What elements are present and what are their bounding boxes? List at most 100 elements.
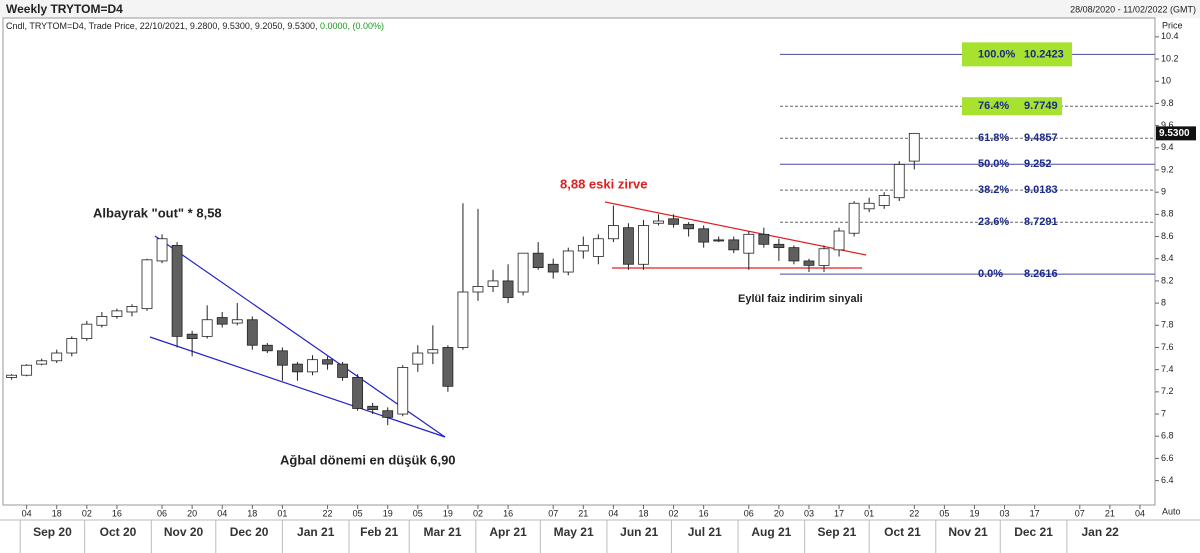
candle-body xyxy=(818,248,830,266)
fib-value: 9.4857 xyxy=(1024,132,1058,144)
candle-body xyxy=(96,316,108,326)
trendline xyxy=(604,201,867,256)
month-label: May 21 xyxy=(554,525,594,539)
candle-body xyxy=(592,238,604,257)
candle-body xyxy=(878,195,890,206)
candle-body xyxy=(502,280,514,298)
candle-body xyxy=(81,323,93,339)
candle-body xyxy=(231,319,243,324)
fib-percent: 100.0% xyxy=(978,48,1016,60)
month-label: Jun 21 xyxy=(620,525,658,539)
x-tick-label: 05 xyxy=(939,508,949,518)
x-tick-label: 19 xyxy=(383,508,393,518)
month-label: Jul 21 xyxy=(688,525,722,539)
month-label: Nov 20 xyxy=(164,525,204,539)
fib-value: 9.0183 xyxy=(1024,184,1058,196)
scale-mode: Auto xyxy=(1162,506,1181,516)
candle-body xyxy=(788,247,800,262)
y-tick-label: 9.6 xyxy=(1161,120,1174,130)
candle-body xyxy=(908,132,920,162)
y-tick-label: 9.4 xyxy=(1161,142,1174,152)
candle-body xyxy=(653,220,664,224)
x-tick-label: 16 xyxy=(699,508,709,518)
last-price-tag xyxy=(1156,126,1196,141)
month-label: Sep 20 xyxy=(33,525,72,539)
y-tick-label: 7 xyxy=(1161,408,1166,418)
candle-body xyxy=(638,225,649,265)
candle-body xyxy=(607,225,619,240)
x-tick-label: 16 xyxy=(503,508,513,518)
x-tick-label: 06 xyxy=(744,508,754,518)
fib-value: 9.252 xyxy=(1024,158,1052,170)
annotation: Albayrak "out" * 8,58 xyxy=(93,205,222,220)
fib-highlight xyxy=(962,97,1062,116)
x-tick-label: 01 xyxy=(864,508,874,518)
candle-body xyxy=(547,263,559,273)
plot-frame xyxy=(2,17,1156,506)
month-label: Nov 21 xyxy=(948,525,988,539)
candle-body xyxy=(743,233,755,254)
candle-body xyxy=(292,363,303,373)
y-tick-label: 10.4 xyxy=(1161,31,1179,41)
candle-body xyxy=(367,405,379,410)
month-label: Dec 21 xyxy=(1014,525,1053,539)
trendlines xyxy=(149,201,867,438)
x-tick-label: 03 xyxy=(804,508,814,518)
y-tick-label: 8.6 xyxy=(1161,231,1174,241)
candle-body xyxy=(442,347,454,387)
fib-highlight xyxy=(962,42,1072,67)
x-tick-label: 02 xyxy=(473,508,483,518)
candle-body xyxy=(66,338,78,354)
x-tick-label: 19 xyxy=(443,508,453,518)
annotation: 8,88 eski zirve xyxy=(560,176,647,191)
month-label: Jan 22 xyxy=(1082,525,1120,539)
candle-body xyxy=(201,319,213,337)
candle-body xyxy=(126,306,138,313)
y-tick-label: 9 xyxy=(1161,187,1166,197)
candle-body xyxy=(427,349,439,354)
date-range: 28/08/2020 - 11/02/2022 (GMT) xyxy=(1070,4,1196,14)
fib-percent: 23.6% xyxy=(978,216,1009,228)
month-label: Jan 21 xyxy=(297,525,335,539)
y-axis-label: Price xyxy=(1162,20,1183,30)
candle-body xyxy=(277,350,288,366)
candle-body xyxy=(171,245,183,337)
x-tick-label: 21 xyxy=(1105,508,1115,518)
x-tick-label: 04 xyxy=(217,508,227,518)
candle-body xyxy=(216,317,228,325)
y-tick-label: 8.2 xyxy=(1161,275,1174,285)
candle-body xyxy=(307,359,318,373)
month-label: Oct 21 xyxy=(884,525,921,539)
candle-body xyxy=(562,250,574,273)
x-tick-label: 19 xyxy=(969,508,979,518)
candle-body xyxy=(36,360,48,365)
candle-body xyxy=(517,252,529,293)
y-tick-label: 10.2 xyxy=(1161,53,1179,63)
month-label: Dec 20 xyxy=(230,525,269,539)
y-tick-label: 7.2 xyxy=(1161,386,1174,396)
x-tick-label: 03 xyxy=(1000,508,1010,518)
candle-body xyxy=(758,233,770,245)
chart-title: Weekly TRYTOM=D4 xyxy=(6,2,123,16)
fib-value: 8.2616 xyxy=(1024,268,1058,280)
y-tick-label: 8 xyxy=(1161,297,1166,307)
candle-body xyxy=(51,352,63,362)
x-tick-label: 07 xyxy=(548,508,558,518)
y-tick-label: 7.6 xyxy=(1161,342,1174,352)
candle-body xyxy=(156,238,168,262)
x-tick-label: 05 xyxy=(413,508,423,518)
y-tick-label: 6.4 xyxy=(1161,475,1174,485)
header-bar xyxy=(0,0,1200,18)
fib-percent: 38.2% xyxy=(978,184,1009,196)
candle-body xyxy=(803,260,815,266)
x-tick-label: 18 xyxy=(247,508,257,518)
month-label: Sep 21 xyxy=(818,525,857,539)
x-tick-label: 20 xyxy=(187,508,197,518)
fib-percent: 0.0% xyxy=(978,268,1003,280)
x-tick-label: 22 xyxy=(909,508,919,518)
x-tick-label: 06 xyxy=(157,508,167,518)
candle-body xyxy=(6,374,17,378)
candle-body xyxy=(472,286,484,293)
